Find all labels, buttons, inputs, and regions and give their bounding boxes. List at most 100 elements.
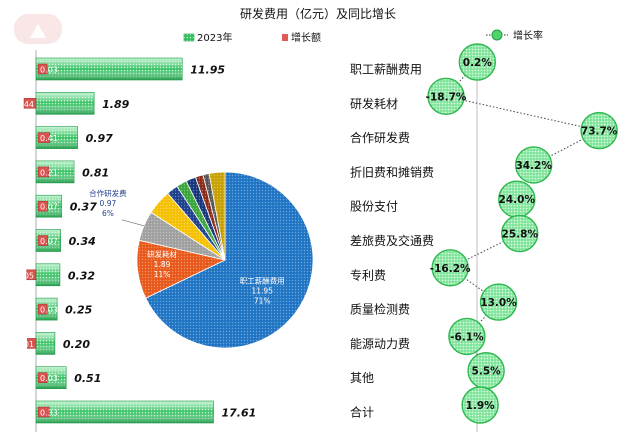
legend-2023: 2023年 [183, 31, 232, 44]
growth-rate-point [461, 386, 499, 424]
category-label: 合作研发费 [350, 130, 410, 145]
bar-value-label: 11.95 [190, 64, 225, 77]
bar-2023-shade [35, 194, 63, 218]
pie-slice-texture [209, 172, 225, 260]
bar-value-label: 0.34 [69, 235, 96, 248]
bar-value-label: 0.20 [63, 338, 90, 351]
pie-slice-texture [167, 186, 225, 260]
category-label: 股份支付 [350, 200, 398, 214]
pie-slice-texture [136, 240, 225, 299]
bar-2023-shade [35, 126, 78, 149]
growth-amount-label: 0.07 [40, 203, 58, 212]
growth-amount-label: -0.05 [13, 271, 34, 280]
pie-slice-texture [145, 171, 314, 349]
bar-growth-amount [37, 303, 48, 315]
legend-growth-amount-swatch [282, 34, 288, 41]
growth-amount-label: 0.03 [40, 66, 58, 75]
bar-2023-shade [35, 160, 75, 184]
bar-value-label: 0.37 [70, 201, 97, 214]
growth-rate-point [458, 43, 497, 81]
pie-label: 11% [154, 270, 171, 279]
bar-growth-amount [37, 235, 48, 246]
legend-growth-amount-label: 增长额 [291, 31, 321, 44]
growth-amount-label: -0.01 [13, 340, 34, 349]
pie-label: 1.89 [154, 260, 171, 269]
category-label: 质量检测费 [350, 302, 410, 317]
category-label: 其他 [350, 371, 374, 385]
growth-rate-point [580, 111, 618, 150]
bar-2023-shade [35, 57, 183, 81]
growth-rate-point [479, 283, 518, 321]
category-labels: 职工薪酬费用研发耗材合作研发费折旧费和摊销费股份支付差旅费及交通费专利费质量检测… [350, 63, 434, 420]
watermark-logo [14, 14, 62, 44]
growth-rate-label: 1.9% [466, 400, 496, 412]
category-label: 能源动力费 [350, 337, 410, 351]
bar-2023-shade [35, 366, 67, 390]
bar-growth-amount [23, 98, 37, 109]
bar-2023-shade [35, 92, 95, 115]
growth-rate-label: 34.2% [515, 160, 552, 172]
pie-label: 合作研发费 [89, 188, 127, 198]
bar-value-label: 0.81 [82, 166, 109, 179]
legend-growth-amount: 增长额 [282, 31, 321, 44]
growth-rate-label: 13.0% [480, 297, 517, 309]
growth-rate-label: 24.0% [499, 194, 536, 206]
legend-growth-rate: 增长率 [486, 29, 543, 42]
growth-rate-label: -16.2% [430, 263, 471, 275]
growth-amount-label: 0.21 [40, 168, 58, 177]
growth-rate-label: 0.2% [463, 57, 493, 69]
growth-amount-label: 0.03 [40, 306, 58, 315]
growth-rate-series: 0.2% -18.7% 73.7% 34.2% 24.0% 25.8% -16.2% 13.0… [426, 43, 618, 424]
legend-growth-rate-marker [491, 29, 503, 41]
bar-value-label: 17.61 [222, 407, 257, 420]
growth-rate-point [501, 214, 539, 253]
growth-amount-label: 0.07 [40, 237, 58, 246]
bar-group: 0.03 11.95 -0.44 1.89 0.41 0.97 0.21 0.81 0.07 0.… [13, 57, 257, 424]
bar-value-label: 0.25 [65, 304, 92, 317]
legend-growth-rate-label: 增长率 [513, 29, 543, 42]
pie-label: 11.95 [252, 286, 274, 295]
bar-2023-shade [35, 229, 61, 252]
bar-growth-amount [26, 269, 37, 281]
pie-label: 研发耗材 [147, 249, 177, 259]
category-label: 专利费 [350, 267, 386, 282]
growth-rate-label: 25.8% [502, 229, 539, 241]
growth-amount-label: 0.03 [40, 374, 58, 383]
pie-slice-texture [195, 174, 225, 260]
category-label: 差旅费及交通费 [350, 233, 434, 248]
bar-growth-amount [37, 63, 48, 75]
bar-growth-amount [37, 166, 49, 178]
bar-value-label: 0.51 [74, 372, 101, 385]
growth-amount-label: 0.33 [40, 409, 58, 418]
category-label: 研发耗材 [350, 96, 398, 111]
growth-amount-label: 0.41 [40, 134, 58, 143]
pie-slice-texture [186, 177, 225, 260]
bar-growth-amount [37, 372, 48, 383]
bar-value-label: 1.89 [102, 98, 129, 111]
growth-rate-label: 73.7% [581, 126, 618, 138]
growth-rate-label: -18.7% [426, 91, 467, 103]
bar-growth-amount [37, 200, 48, 212]
growth-rate-label: 5.5% [472, 366, 502, 378]
category-label: 折旧费和摊销费 [350, 164, 434, 179]
bar-value-label: 0.32 [68, 269, 95, 282]
legend-2023-label: 2023年 [197, 31, 232, 44]
chart-title: 研发费用（亿元）及同比增长 [240, 6, 396, 21]
pie-slice-texture [139, 212, 225, 260]
pie-label: 0.97 [100, 199, 117, 208]
growth-amount-label: -0.44 [13, 100, 34, 109]
pie-label: 71% [254, 296, 271, 305]
growth-rate-point [448, 317, 486, 356]
category-label: 合计 [350, 405, 374, 420]
bar-2023-shade [35, 400, 214, 424]
category-label: 职工薪酬费用 [350, 63, 422, 77]
growth-rate-label: -6.1% [450, 331, 484, 343]
pie-label: 6% [102, 209, 114, 218]
bar-2023-shade [35, 332, 56, 355]
growth-rate-point [431, 249, 469, 287]
bar-growth-amount [37, 132, 51, 143]
bar-2023-shade [35, 263, 61, 287]
